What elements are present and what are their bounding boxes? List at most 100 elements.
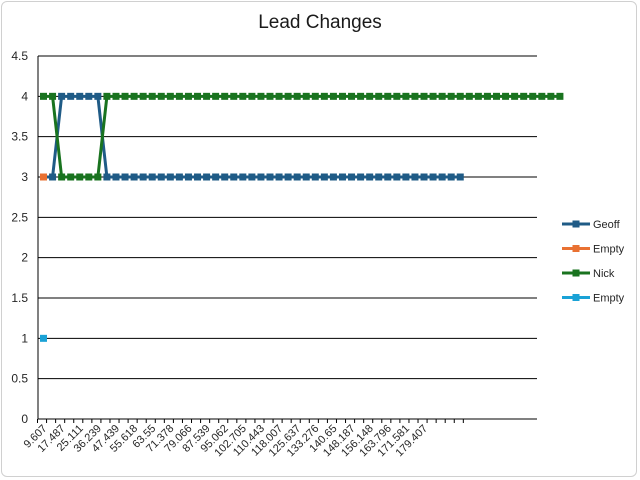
data-point bbox=[139, 173, 147, 181]
data-point bbox=[221, 173, 229, 181]
data-point bbox=[556, 92, 564, 100]
data-point bbox=[393, 92, 401, 100]
data-point bbox=[212, 92, 220, 100]
series-line-nick bbox=[43, 94, 560, 179]
data-point bbox=[420, 173, 428, 181]
y-tick-label: 0.5 bbox=[11, 372, 28, 386]
data-point bbox=[375, 92, 383, 100]
y-tick-label: 4 bbox=[21, 89, 28, 103]
data-point bbox=[338, 173, 346, 181]
data-point bbox=[474, 92, 482, 100]
y-tick-label: 2.5 bbox=[11, 210, 28, 224]
data-point bbox=[203, 173, 211, 181]
data-point bbox=[194, 173, 202, 181]
data-point bbox=[493, 92, 500, 100]
data-point bbox=[221, 92, 229, 100]
data-point bbox=[483, 92, 491, 100]
data-point bbox=[375, 173, 383, 181]
data-point bbox=[511, 92, 519, 100]
data-point bbox=[76, 92, 84, 100]
data-point bbox=[103, 92, 111, 100]
data-point bbox=[411, 92, 419, 100]
data-point bbox=[384, 92, 392, 100]
data-point bbox=[121, 92, 129, 100]
data-point bbox=[311, 92, 319, 100]
data-point bbox=[85, 173, 93, 181]
data-point bbox=[103, 173, 111, 181]
data-point bbox=[139, 92, 147, 100]
legend-marker bbox=[572, 294, 580, 301]
data-point bbox=[257, 92, 265, 100]
data-point bbox=[40, 173, 47, 181]
data-point bbox=[248, 92, 256, 100]
data-point bbox=[329, 92, 337, 100]
y-tick-label: 2 bbox=[21, 251, 28, 265]
data-point bbox=[420, 92, 428, 100]
chart-title: Lead Changes bbox=[258, 12, 382, 33]
data-point bbox=[194, 92, 202, 100]
data-point bbox=[166, 173, 174, 181]
data-point bbox=[366, 92, 374, 100]
data-point bbox=[447, 92, 455, 100]
legend-label: Empty bbox=[593, 244, 625, 256]
data-point bbox=[275, 173, 283, 181]
data-point bbox=[184, 173, 192, 181]
data-point bbox=[239, 92, 247, 100]
data-point bbox=[40, 334, 47, 342]
data-point bbox=[49, 92, 57, 100]
data-point bbox=[121, 173, 129, 181]
data-point bbox=[456, 92, 464, 100]
data-point bbox=[302, 92, 310, 100]
y-tick-label: 0 bbox=[21, 412, 28, 426]
y-tick-label: 1 bbox=[21, 331, 28, 345]
data-point bbox=[266, 173, 274, 181]
data-point bbox=[184, 92, 192, 100]
y-tick-label: 3.5 bbox=[11, 130, 28, 144]
data-point bbox=[166, 92, 174, 100]
data-point bbox=[284, 173, 292, 181]
data-point bbox=[67, 92, 75, 100]
data-point bbox=[148, 92, 156, 100]
data-point bbox=[148, 173, 156, 181]
data-point bbox=[67, 173, 75, 181]
data-point bbox=[357, 92, 365, 100]
data-point bbox=[248, 173, 256, 181]
data-point bbox=[293, 173, 301, 181]
data-point bbox=[320, 173, 328, 181]
data-point bbox=[338, 92, 346, 100]
data-point bbox=[175, 173, 183, 181]
data-point bbox=[266, 92, 274, 100]
data-point bbox=[502, 92, 510, 100]
data-point bbox=[76, 173, 84, 181]
data-point bbox=[520, 92, 528, 100]
data-point bbox=[230, 173, 238, 181]
data-point bbox=[465, 92, 473, 100]
data-point bbox=[547, 92, 555, 100]
data-point bbox=[293, 92, 301, 100]
y-tick-label: 4.5 bbox=[11, 49, 28, 63]
y-tick-label: 3 bbox=[21, 170, 28, 184]
data-point bbox=[230, 92, 238, 100]
data-point bbox=[402, 92, 410, 100]
data-point bbox=[49, 173, 57, 181]
legend-marker bbox=[572, 269, 580, 277]
data-point bbox=[366, 173, 374, 181]
data-point bbox=[157, 173, 165, 181]
data-point bbox=[130, 92, 138, 100]
data-point bbox=[112, 92, 120, 100]
legend-marker bbox=[572, 220, 580, 228]
data-point bbox=[94, 173, 102, 181]
data-point bbox=[257, 173, 265, 181]
data-point bbox=[94, 92, 102, 100]
data-point bbox=[85, 92, 93, 100]
data-point bbox=[239, 173, 247, 181]
data-point bbox=[40, 92, 47, 100]
data-point bbox=[157, 92, 165, 100]
data-point bbox=[130, 173, 138, 181]
data-point bbox=[357, 173, 365, 181]
data-point bbox=[112, 173, 120, 181]
data-point bbox=[275, 92, 283, 100]
data-point bbox=[529, 92, 537, 100]
